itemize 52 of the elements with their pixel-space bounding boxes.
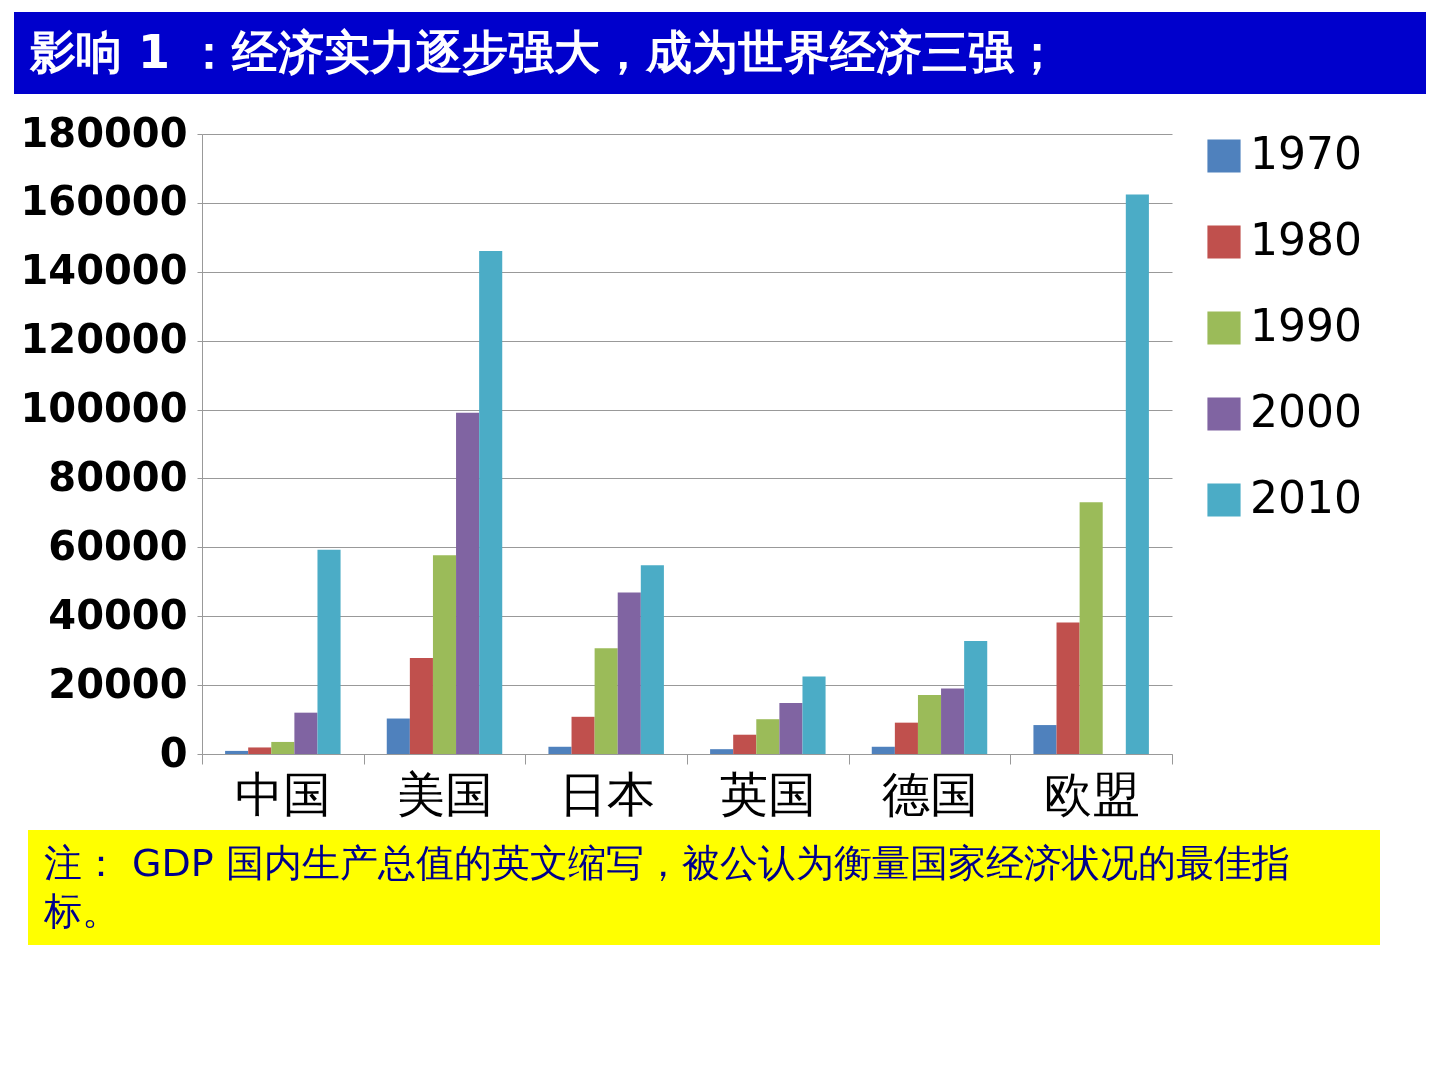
- text: 注： GDP 国内生产总值的英文缩写，被公认为衡量国家经济状况的最佳指标。: [28, 830, 1380, 945]
- bar: [317, 549, 341, 754]
- bar: [733, 734, 757, 754]
- bar: [571, 716, 595, 754]
- y-tick-label: 160000: [20, 178, 188, 225]
- bar: [917, 695, 942, 754]
- y-tick-label: 20000: [48, 660, 188, 707]
- bar: [617, 592, 641, 754]
- bar: [248, 747, 272, 754]
- bar: [1033, 725, 1057, 754]
- bar: [802, 676, 826, 754]
- bar: [271, 741, 295, 754]
- x-tick-label: 英国: [720, 765, 817, 822]
- chart-title: 影响 1 ：经济实力逐步强大，成为世界经济三强；: [14, 12, 1426, 94]
- y-tick-label: 140000: [20, 247, 188, 294]
- bar: [548, 746, 572, 754]
- bar: [386, 718, 410, 754]
- y-tick-label: 180000: [20, 109, 188, 156]
- bar: [964, 641, 988, 754]
- y-tick-label: 0: [159, 729, 188, 776]
- bar: [1125, 194, 1149, 754]
- x-tick-label: 日本: [558, 765, 655, 822]
- bar: [456, 412, 480, 754]
- x-tick-label: 德国: [882, 765, 978, 822]
- bar: [594, 648, 618, 754]
- bar: [479, 251, 503, 754]
- bar: [756, 719, 780, 754]
- y-tick-label: 80000: [48, 453, 188, 500]
- bar: [894, 722, 918, 754]
- bar: [225, 750, 249, 754]
- y-tick-label: 40000: [48, 591, 188, 638]
- bar: [710, 749, 734, 754]
- bar: [432, 555, 457, 754]
- bar: [1056, 622, 1080, 754]
- legend-label: 2010: [1250, 472, 1362, 523]
- y-tick-label: 60000: [48, 522, 188, 569]
- legend-label: 2000: [1250, 386, 1362, 437]
- y-tick-label: 120000: [20, 316, 188, 363]
- bar: [1079, 502, 1103, 754]
- x-tick-label: 中国: [235, 765, 332, 822]
- bar: [640, 565, 664, 754]
- legend-label: 1970: [1250, 128, 1362, 179]
- bar: [871, 746, 895, 754]
- bar: [779, 703, 803, 754]
- legend-label: 1990: [1250, 300, 1362, 351]
- y-tick-label: 100000: [20, 385, 188, 432]
- bar: [941, 688, 965, 754]
- legend-label: 1980: [1250, 214, 1362, 265]
- x-tick-label: 美国: [397, 765, 493, 822]
- bar: [294, 712, 318, 754]
- x-tick-label: 欧盟: [1043, 765, 1140, 822]
- bar: [409, 657, 433, 754]
